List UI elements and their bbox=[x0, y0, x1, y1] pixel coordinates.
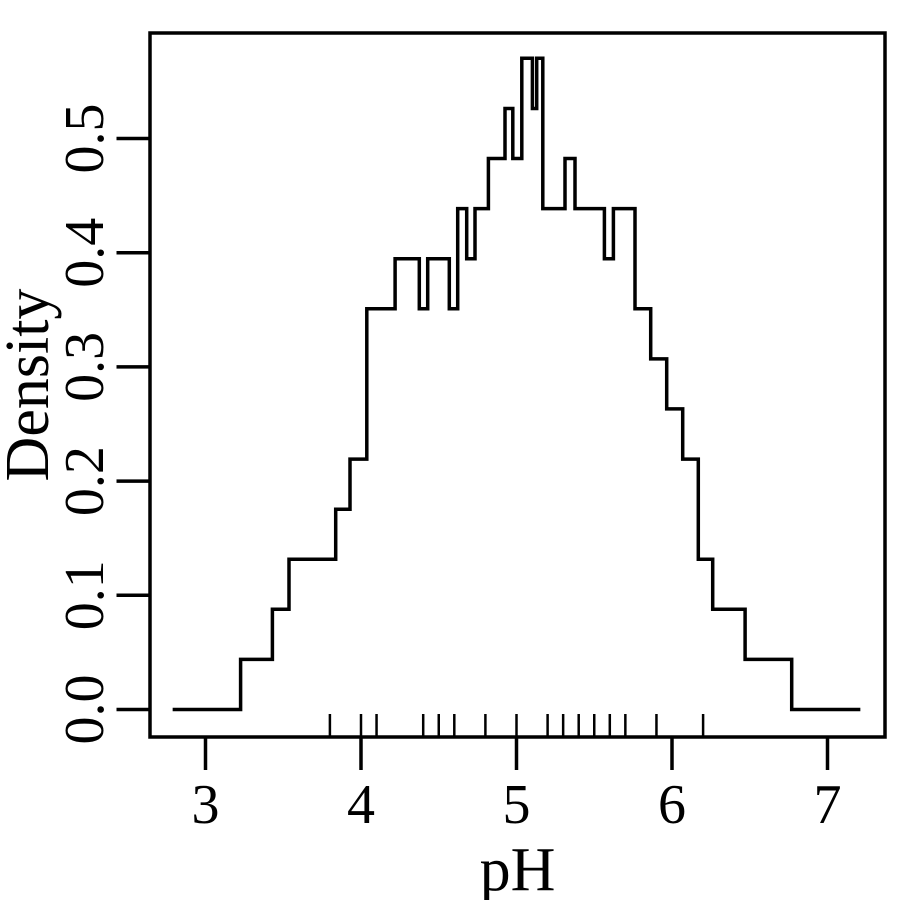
rug-ticks bbox=[328, 714, 705, 736]
y-axis-ticks bbox=[116, 136, 150, 712]
histogram-step-outline bbox=[172, 56, 861, 712]
y-tick-label: 0.2 bbox=[54, 446, 116, 516]
x-tick-label: 3 bbox=[192, 774, 220, 836]
y-tick-label: 0.3 bbox=[54, 332, 116, 402]
x-axis-ticks bbox=[203, 737, 830, 770]
x-tick-label: 7 bbox=[814, 774, 842, 836]
x-tick-label: 4 bbox=[347, 774, 375, 836]
x-tick-label: 5 bbox=[503, 774, 531, 836]
y-axis-title: Density bbox=[0, 289, 62, 482]
y-tick-label: 0.1 bbox=[54, 560, 116, 630]
plot-frame bbox=[148, 31, 887, 739]
x-axis-tick-labels: 3 4 5 6 7 bbox=[192, 774, 842, 836]
y-tick-label: 0.0 bbox=[54, 675, 116, 745]
y-tick-label: 0.4 bbox=[54, 218, 116, 288]
x-axis-title: pH bbox=[480, 836, 556, 900]
y-axis-tick-labels: 0.0 0.1 0.2 0.3 0.4 0.5 bbox=[54, 104, 116, 745]
y-tick-label: 0.5 bbox=[54, 104, 116, 174]
x-tick-label: 6 bbox=[658, 774, 686, 836]
